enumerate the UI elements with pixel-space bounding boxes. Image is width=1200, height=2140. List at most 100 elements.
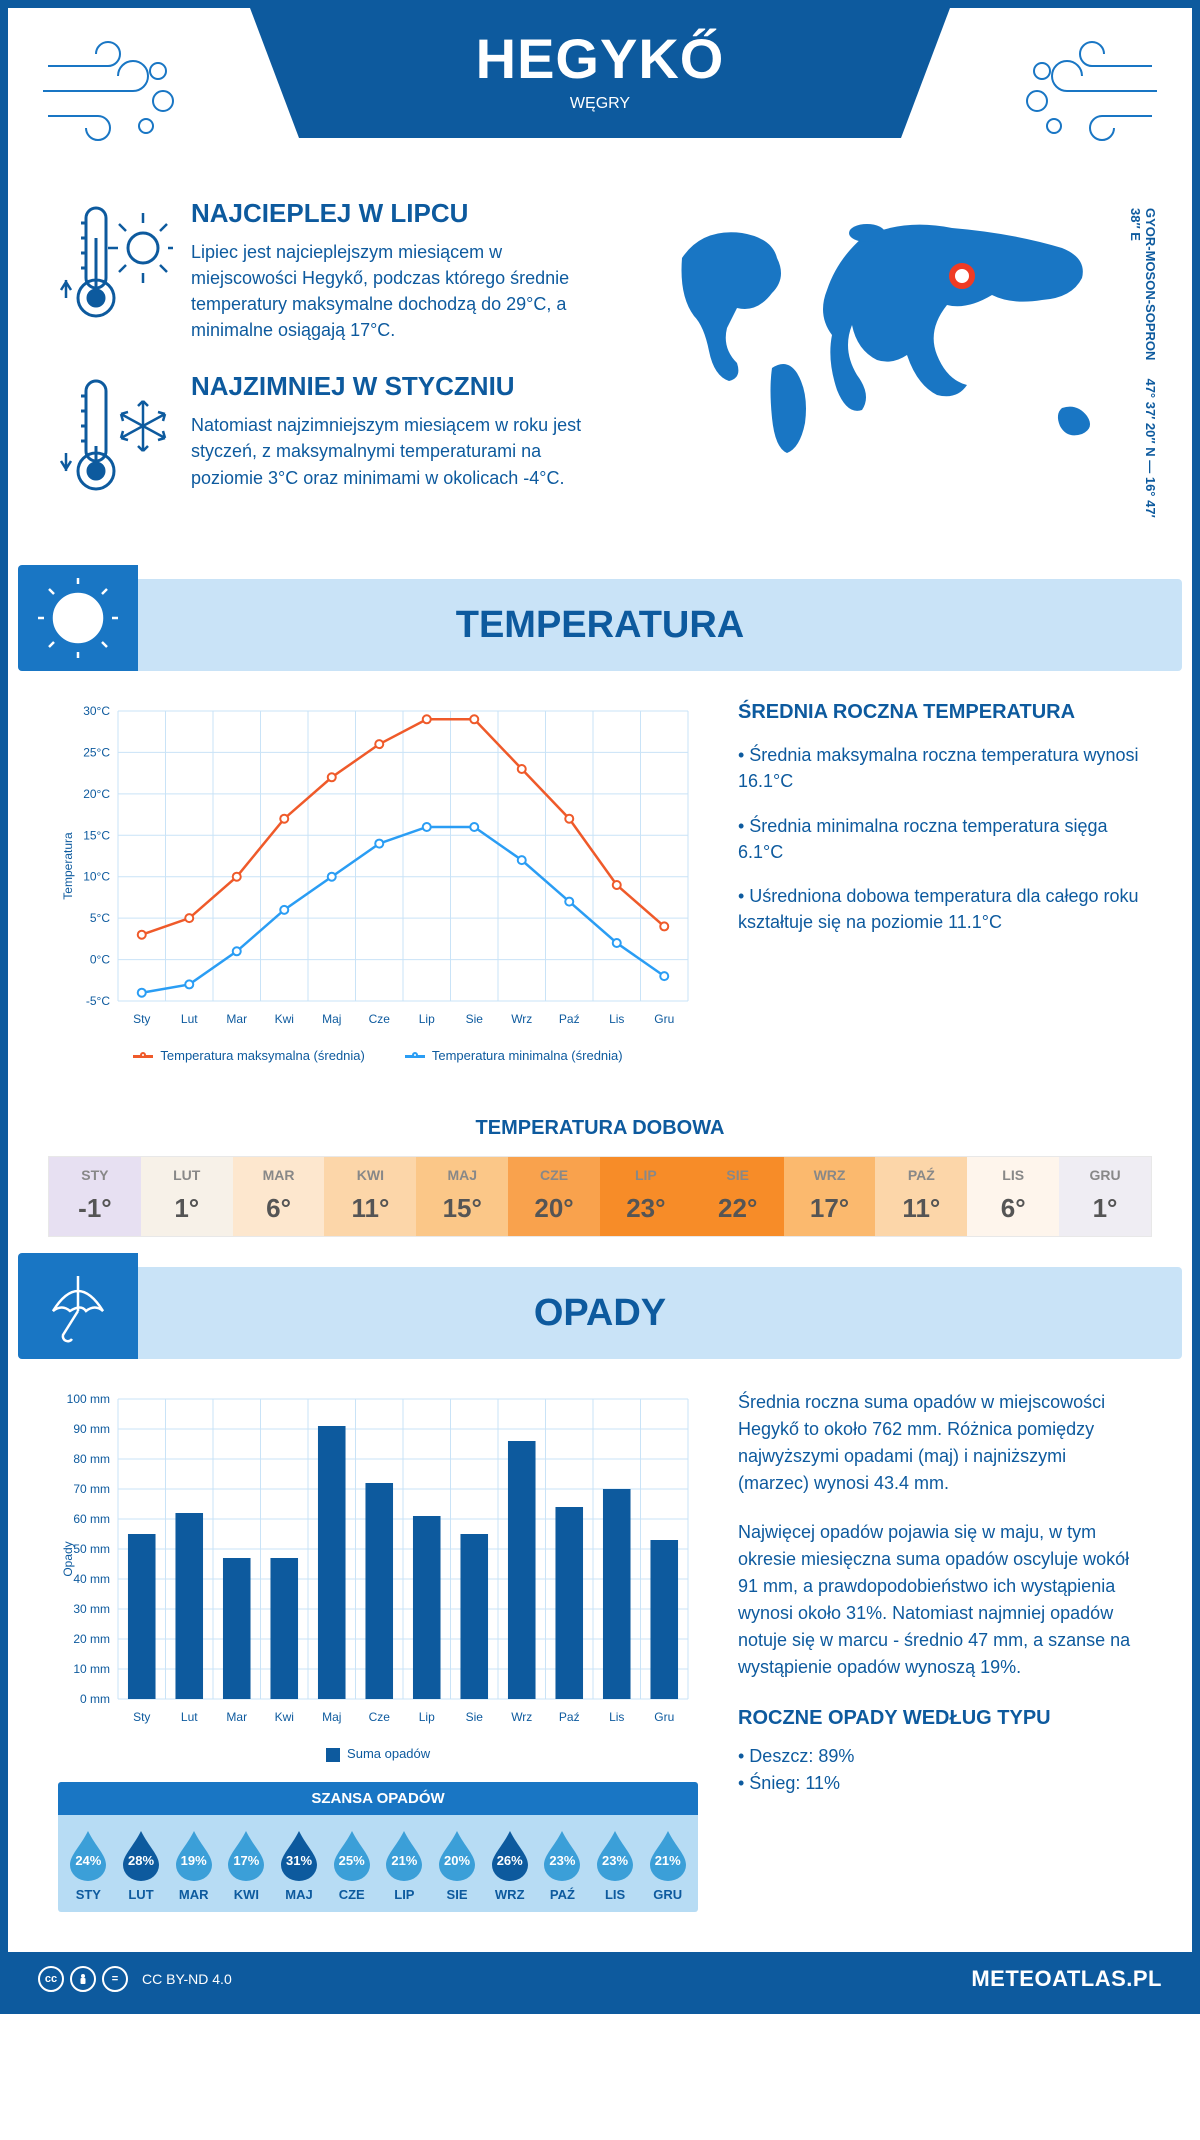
chance-title: SZANSA OPADÓW (58, 1782, 698, 1815)
raindrop-icon: 25% (330, 1829, 374, 1881)
footer: cc = CC BY-ND 4.0 METEOATLAS.PL (8, 1952, 1192, 2006)
raindrop-icon: 28% (119, 1829, 163, 1881)
daily-temp-cell: SIE22° (692, 1157, 784, 1236)
chance-cell: 21%LIP (378, 1829, 431, 1902)
raindrop-icon: 17% (224, 1829, 268, 1881)
svg-text:Paź: Paź (559, 1012, 580, 1026)
svg-text:Mar: Mar (226, 1012, 247, 1026)
daily-temp-cell: GRU1° (1059, 1157, 1151, 1236)
svg-text:Temperatura: Temperatura (61, 832, 75, 900)
coldest-title: NAJZIMNIEJ W STYCZNIU (191, 371, 612, 402)
coldest-block: NAJZIMNIEJ W STYCZNIU Natomiast najzimni… (58, 371, 612, 506)
svg-text:Lut: Lut (181, 1710, 198, 1724)
precip-by-type-title: ROCZNE OPADY WEDŁUG TYPU (738, 1703, 1142, 1733)
umbrella-tab-icon (18, 1253, 138, 1359)
precipitation-content: 0 mm10 mm20 mm30 mm40 mm50 mm60 mm70 mm8… (8, 1389, 1192, 1932)
temperature-chart: -5°C0°C5°C10°C15°C20°C25°C30°CStyLutMarK… (58, 701, 698, 1063)
svg-text:90 mm: 90 mm (73, 1422, 110, 1436)
daily-temp-grid: STY-1°LUT1°MAR6°KWI11°MAJ15°CZE20°LIP23°… (48, 1156, 1152, 1237)
world-map (642, 198, 1142, 478)
map-col: GYOR-MOSON-SOPRON 47° 37′ 20″ N — 16° 47… (642, 198, 1142, 534)
raindrop-icon: 31% (277, 1829, 321, 1881)
by-icon (70, 1966, 96, 1992)
svg-text:50 mm: 50 mm (73, 1542, 110, 1556)
svg-text:Sie: Sie (466, 1012, 484, 1026)
svg-text:Lis: Lis (609, 1710, 624, 1724)
chance-cell: 20%SIE (431, 1829, 484, 1902)
daily-temp-cell: STY-1° (49, 1157, 141, 1236)
wind-icon-right (1012, 36, 1162, 151)
chance-cell: 25%CZE (325, 1829, 378, 1902)
raindrop-icon: 19% (172, 1829, 216, 1881)
chance-grid: 24%STY28%LUT19%MAR17%KWI31%MAJ25%CZE21%L… (58, 1815, 698, 1912)
svg-text:30°C: 30°C (83, 704, 110, 718)
cc-icon: cc (38, 1966, 64, 1992)
temperature-section-header: TEMPERATURA (18, 579, 1182, 671)
svg-text:0 mm: 0 mm (80, 1692, 110, 1706)
daily-temp-cell: PAŹ11° (875, 1157, 967, 1236)
annual-b3: • Uśredniona dobowa temperatura dla całe… (738, 883, 1142, 935)
chance-cell: 28%LUT (115, 1829, 168, 1902)
chance-cell: 17%KWI (220, 1829, 273, 1902)
svg-text:Opady: Opady (61, 1542, 75, 1577)
annual-b2: • Średnia minimalna roczna temperatura s… (738, 813, 1142, 865)
svg-text:Kwi: Kwi (275, 1012, 294, 1026)
chance-cell: 24%STY (62, 1829, 115, 1902)
svg-text:30 mm: 30 mm (73, 1602, 110, 1616)
raindrop-icon: 20% (435, 1829, 479, 1881)
daily-temp-title: TEMPERATURA DOBOWA (8, 1117, 1192, 1140)
svg-text:Mar: Mar (226, 1710, 247, 1724)
daily-temp-cell: LIP23° (600, 1157, 692, 1236)
intro-section: NAJCIEPLEJ W LIPCU Lipiec jest najcieple… (8, 178, 1192, 564)
thermometer-cold-icon (58, 371, 173, 506)
svg-text:Wrz: Wrz (511, 1710, 532, 1724)
svg-text:Kwi: Kwi (275, 1710, 294, 1724)
svg-text:5°C: 5°C (90, 912, 110, 926)
raindrop-icon: 24% (66, 1829, 110, 1881)
daily-temp-cell: LUT1° (141, 1157, 233, 1236)
warmest-text: Lipiec jest najcieplejszym miesiącem w m… (191, 239, 612, 343)
temperature-heading: TEMPERATURA (18, 579, 1182, 671)
chance-cell: 23%PAŹ (536, 1829, 589, 1902)
sun-tab-icon (18, 565, 138, 671)
svg-text:Maj: Maj (322, 1710, 341, 1724)
precip-rain: • Deszcz: 89% (738, 1743, 1142, 1770)
svg-text:20 mm: 20 mm (73, 1632, 110, 1646)
svg-text:Wrz: Wrz (511, 1012, 532, 1026)
svg-text:Cze: Cze (369, 1012, 391, 1026)
svg-text:10°C: 10°C (83, 870, 110, 884)
precip-snow: • Śnieg: 11% (738, 1770, 1142, 1797)
svg-text:100 mm: 100 mm (67, 1392, 110, 1406)
title-banner: HEGYKŐ WĘGRY (250, 8, 950, 138)
svg-text:Maj: Maj (322, 1012, 341, 1026)
location-country: WĘGRY (250, 95, 950, 113)
daily-temp-cell: KWI11° (324, 1157, 416, 1236)
svg-text:Lip: Lip (419, 1012, 435, 1026)
temperature-annual-text: ŚREDNIA ROCZNA TEMPERATURA • Średnia mak… (738, 701, 1142, 1063)
svg-text:Lut: Lut (181, 1012, 198, 1026)
site-name: METEOATLAS.PL (971, 1966, 1162, 1992)
warmest-block: NAJCIEPLEJ W LIPCU Lipiec jest najcieple… (58, 198, 612, 343)
chance-cell: 19%MAR (167, 1829, 220, 1902)
precipitation-section-header: OPADY (18, 1267, 1182, 1359)
svg-text:60 mm: 60 mm (73, 1512, 110, 1526)
wind-icon-left (38, 36, 188, 151)
svg-text:10 mm: 10 mm (73, 1662, 110, 1676)
daily-temp-cell: CZE20° (508, 1157, 600, 1236)
location-marker-icon (952, 266, 972, 286)
chance-cell: 31%MAJ (273, 1829, 326, 1902)
coordinates-label: GYOR-MOSON-SOPRON 47° 37′ 20″ N — 16° 47… (1128, 208, 1158, 534)
raindrop-icon: 21% (646, 1829, 690, 1881)
precipitation-text: Średnia roczna suma opadów w miejscowośc… (738, 1389, 1142, 1912)
svg-text:Sie: Sie (466, 1710, 484, 1724)
precipitation-heading: OPADY (18, 1267, 1182, 1359)
precip-p1: Średnia roczna suma opadów w miejscowośc… (738, 1389, 1142, 1497)
temperature-legend: Temperatura maksymalna (średnia) Tempera… (58, 1048, 698, 1063)
svg-text:15°C: 15°C (83, 829, 110, 843)
daily-temp-cell: WRZ17° (784, 1157, 876, 1236)
svg-text:25°C: 25°C (83, 746, 110, 760)
svg-text:40 mm: 40 mm (73, 1572, 110, 1586)
daily-temp-cell: MAJ15° (416, 1157, 508, 1236)
precipitation-chance-box: SZANSA OPADÓW 24%STY28%LUT19%MAR17%KWI31… (58, 1782, 698, 1912)
intro-text-col: NAJCIEPLEJ W LIPCU Lipiec jest najcieple… (58, 198, 612, 534)
